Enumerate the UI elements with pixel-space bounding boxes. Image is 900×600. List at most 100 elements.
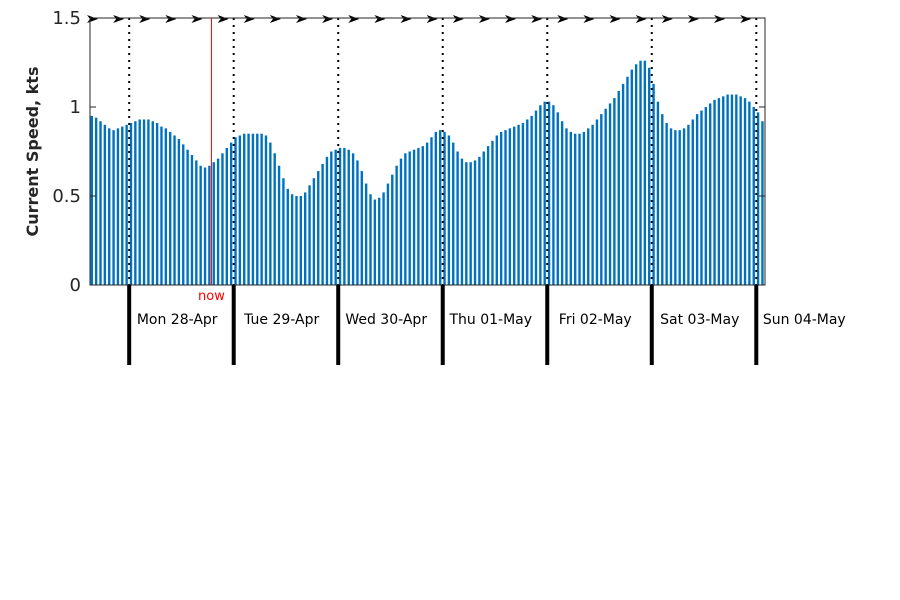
bar [186,149,189,285]
direction-arrow [243,15,255,23]
bar [99,121,102,286]
bar [308,185,311,285]
bar [251,133,255,285]
bar [221,153,224,285]
bar [547,101,551,285]
bar [704,107,708,285]
bar [347,149,350,285]
bar [216,158,220,285]
now-label: now [198,289,225,304]
bar [203,167,207,285]
bar [643,60,647,285]
bar [373,199,377,285]
bar [290,194,294,285]
day-label: Fri 02-May [559,312,632,328]
day-label: Wed 30-Apr [345,312,427,328]
bar [495,135,498,285]
bar [730,94,734,285]
bar [317,171,320,285]
bar [735,94,738,285]
bar [295,196,298,285]
bar [569,131,573,285]
bar [722,96,725,285]
bar [517,124,520,285]
bar [639,60,642,285]
bar [438,130,442,285]
bar [238,135,242,285]
bar [626,76,629,286]
bar [338,147,342,285]
bar [199,165,202,285]
bar [286,188,289,285]
bar [360,171,363,285]
bar [269,142,272,285]
bar [447,135,451,285]
bar [604,108,607,285]
bar [717,98,721,285]
bar [526,119,529,286]
bar [103,124,107,285]
bar [116,128,120,285]
bar [452,142,455,285]
bar [134,121,137,286]
bar [160,126,163,285]
bar [691,119,694,286]
bar [303,192,307,285]
bar [247,133,250,285]
bar [364,183,368,285]
y-tick-label: 0.5 [52,186,81,207]
direction-arrow [505,15,517,23]
bar [669,128,673,285]
bar [142,119,146,286]
direction-arrow [139,15,151,23]
direction-arrow [348,15,360,23]
bar [543,101,546,285]
direction-arrow [452,15,464,23]
bar [460,158,464,285]
direction-arrow [714,15,726,23]
bar [112,130,115,285]
bar [378,197,381,285]
y-tick-label: 1.5 [52,8,81,29]
bar [582,131,586,285]
bar [256,133,259,285]
bar [530,115,533,286]
bar [726,94,729,285]
bar [687,124,690,285]
day-gridlines [128,18,758,285]
day-label: Tue 29-Apr [243,312,319,328]
bar [264,135,268,285]
bar [208,165,211,285]
bar [665,123,668,286]
bar [539,105,542,285]
bar [608,103,612,285]
bars [90,60,764,286]
bar [421,146,424,285]
bar [713,99,716,285]
bar [151,121,154,286]
plot-frame [89,17,766,286]
bar [395,165,398,285]
bar [94,117,98,286]
bar [182,144,185,285]
bar [465,162,468,285]
direction-arrows [87,15,752,23]
bar [613,98,616,285]
y-axis-ticks: 0 0.5 1 1.5 [52,8,765,296]
bar [469,162,472,285]
bar [748,101,751,285]
bar [578,133,581,285]
bar [700,110,703,285]
direction-arrow [113,15,125,23]
bar [761,121,764,286]
bar [260,133,263,285]
now-marker: now [198,18,225,304]
bar [560,121,564,286]
direction-arrow [557,15,569,23]
bar [478,156,481,285]
bar [190,155,194,285]
bar [425,142,429,285]
bar [177,139,181,285]
day-label: Mon 28-Apr [137,312,218,328]
bar [195,160,198,285]
